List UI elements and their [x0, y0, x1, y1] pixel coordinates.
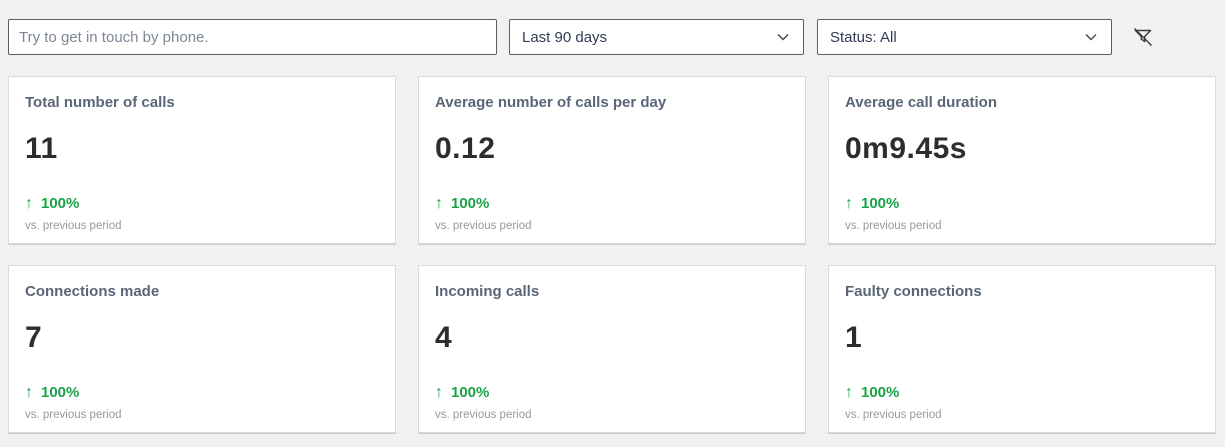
change-percent: 100% — [451, 195, 490, 212]
stat-card-faulty-connections: Faulty connections 1 ↑ 100% vs. previous… — [828, 265, 1216, 433]
filters-toolbar: Last 90 days Status: All — [8, 19, 1157, 55]
card-title: Incoming calls — [435, 283, 540, 300]
status-select[interactable]: Status: All — [817, 19, 1112, 55]
date-range-value: Last 90 days — [522, 28, 608, 46]
card-title: Average call duration — [845, 94, 997, 111]
stats-cards-grid: Total number of calls 11 ↑ 100% vs. prev… — [8, 76, 1216, 433]
clear-filters-button[interactable] — [1129, 23, 1157, 51]
chevron-down-icon — [1083, 29, 1099, 45]
change-percent: 100% — [861, 384, 900, 401]
card-change: ↑ 100% — [435, 194, 789, 212]
card-value: 11 — [25, 131, 58, 165]
comparison-label: vs. previous period — [845, 408, 942, 421]
chevron-down-icon — [775, 29, 791, 45]
search-input[interactable] — [8, 19, 497, 55]
card-title: Average number of calls per day — [435, 94, 667, 111]
comparison-label: vs. previous period — [435, 408, 532, 421]
filter-off-icon — [1131, 25, 1155, 49]
comparison-label: vs. previous period — [25, 219, 122, 232]
card-value: 0.12 — [435, 131, 496, 165]
change-percent: 100% — [41, 195, 80, 212]
card-title: Connections made — [25, 283, 160, 300]
card-change: ↑ 100% — [435, 383, 789, 401]
arrow-up-icon: ↑ — [435, 194, 443, 212]
arrow-up-icon: ↑ — [845, 194, 853, 212]
date-range-select[interactable]: Last 90 days — [509, 19, 804, 55]
change-percent: 100% — [861, 195, 900, 212]
stat-card-avg-call-duration: Average call duration 0m9.45s ↑ 100% vs.… — [828, 76, 1216, 244]
stat-card-avg-calls-per-day: Average number of calls per day 0.12 ↑ 1… — [418, 76, 806, 244]
arrow-up-icon: ↑ — [25, 383, 33, 401]
card-value: 7 — [25, 320, 43, 354]
card-title: Total number of calls — [25, 94, 175, 111]
comparison-label: vs. previous period — [25, 408, 122, 421]
card-change: ↑ 100% — [25, 194, 379, 212]
arrow-up-icon: ↑ — [435, 383, 443, 401]
comparison-label: vs. previous period — [845, 219, 942, 232]
card-change: ↑ 100% — [845, 383, 1199, 401]
arrow-up-icon: ↑ — [25, 194, 33, 212]
stat-card-connections-made: Connections made 7 ↑ 100% vs. previous p… — [8, 265, 396, 433]
comparison-label: vs. previous period — [435, 219, 532, 232]
card-change: ↑ 100% — [845, 194, 1199, 212]
card-value: 1 — [845, 320, 863, 354]
change-percent: 100% — [451, 384, 490, 401]
card-title: Faulty connections — [845, 283, 982, 300]
card-value: 0m9.45s — [845, 131, 967, 165]
status-value: Status: All — [830, 28, 897, 46]
card-change: ↑ 100% — [25, 383, 379, 401]
stat-card-total-calls: Total number of calls 11 ↑ 100% vs. prev… — [8, 76, 396, 244]
stat-card-incoming-calls: Incoming calls 4 ↑ 100% vs. previous per… — [418, 265, 806, 433]
card-value: 4 — [435, 320, 453, 354]
change-percent: 100% — [41, 384, 80, 401]
arrow-up-icon: ↑ — [845, 383, 853, 401]
